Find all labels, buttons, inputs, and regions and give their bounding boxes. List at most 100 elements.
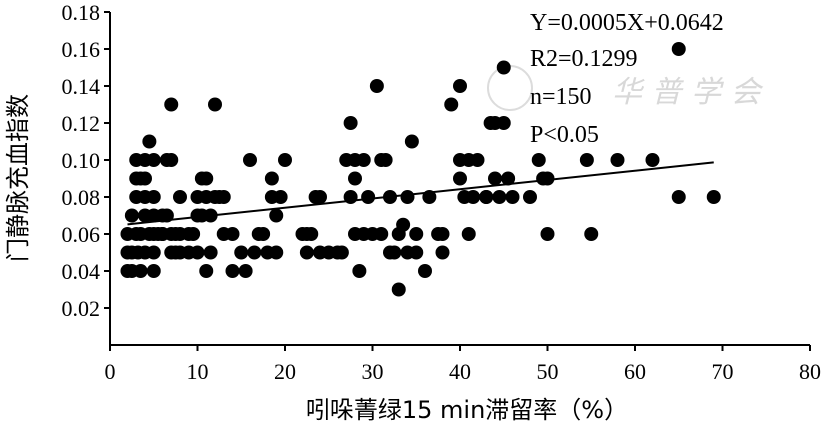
x-axis-title: 吲哚菁绿15 min滞留率（%）	[306, 396, 628, 424]
data-point	[348, 171, 362, 186]
data-point	[409, 245, 424, 260]
data-point	[199, 264, 214, 278]
data-point	[129, 171, 144, 186]
data-point	[247, 245, 262, 260]
data-point	[645, 153, 660, 167]
data-point	[671, 42, 686, 56]
data-point	[488, 171, 502, 186]
data-point	[203, 245, 218, 260]
y-tick-label: 0.08	[62, 185, 101, 210]
data-point	[352, 264, 367, 278]
y-tick-label: 0.16	[62, 37, 101, 62]
y-axis-title: 门静脉充血指数	[4, 94, 32, 262]
y-tick-label: 0.18	[62, 0, 101, 25]
x-tick-label: 40	[449, 359, 471, 384]
data-point	[531, 153, 546, 167]
data-point	[461, 153, 476, 167]
watermark-seal	[487, 65, 533, 111]
data-point	[496, 60, 511, 75]
y-tick-label: 0.12	[62, 111, 101, 136]
data-point	[278, 153, 292, 167]
data-point	[387, 245, 402, 260]
data-point	[409, 227, 424, 241]
x-tick-label: 10	[187, 359, 209, 384]
data-point	[256, 227, 271, 241]
data-point	[418, 264, 432, 278]
data-point	[343, 190, 358, 204]
x-tick-label: 50	[537, 359, 559, 384]
data-point	[164, 153, 179, 167]
data-point	[269, 245, 284, 260]
r-squared-text: R2=0.1299	[530, 46, 638, 72]
data-point	[435, 227, 450, 241]
data-point	[540, 227, 555, 241]
data-point	[369, 79, 384, 93]
x-axis-ticks: 0 10 20 30 40 50 60 70 80	[105, 345, 821, 384]
data-point	[138, 153, 152, 167]
data-point	[610, 153, 625, 167]
data-point	[579, 153, 594, 167]
x-tick-label: 70	[712, 359, 734, 384]
data-point	[396, 217, 411, 232]
watermark-text: 华 普 学 会	[612, 75, 764, 110]
data-point	[273, 190, 288, 204]
data-point	[466, 190, 481, 204]
data-point	[461, 227, 476, 241]
data-point	[584, 227, 599, 241]
data-point	[142, 134, 157, 149]
data-point	[492, 190, 507, 204]
data-point	[124, 245, 139, 260]
data-point	[313, 190, 327, 204]
data-point	[238, 264, 253, 278]
data-point	[383, 190, 397, 204]
p-value-text: P<0.05	[530, 122, 599, 148]
data-point	[269, 208, 284, 223]
data-point	[391, 282, 406, 297]
data-point	[404, 134, 419, 149]
data-point	[146, 245, 161, 260]
data-point	[453, 171, 467, 186]
x-tick-label: 20	[274, 359, 296, 384]
data-point	[400, 190, 415, 204]
data-point	[501, 171, 516, 186]
data-point	[208, 97, 222, 112]
regression-line	[127, 161, 714, 226]
data-points	[120, 42, 721, 297]
data-point	[199, 171, 214, 186]
data-point	[422, 190, 437, 204]
data-point	[304, 227, 319, 241]
data-point	[159, 208, 174, 223]
data-point	[496, 116, 511, 130]
data-point	[706, 190, 721, 204]
data-point	[361, 190, 376, 204]
y-tick-label: 0.02	[62, 296, 101, 321]
data-point	[146, 190, 161, 204]
data-point	[330, 245, 345, 260]
data-point	[212, 190, 227, 204]
data-point	[374, 227, 389, 241]
data-point	[155, 227, 170, 241]
data-point	[356, 227, 371, 241]
data-point	[173, 190, 187, 204]
data-point	[671, 190, 686, 204]
data-point	[203, 208, 218, 223]
data-point	[378, 153, 393, 167]
x-tick-label: 0	[105, 359, 116, 384]
data-point	[453, 79, 467, 93]
data-point	[190, 245, 205, 260]
data-point	[234, 245, 249, 260]
x-tick-label: 80	[799, 359, 821, 384]
data-point	[479, 190, 494, 204]
x-tick-label: 30	[362, 359, 384, 384]
data-point	[444, 97, 459, 112]
data-point	[356, 153, 371, 167]
data-point	[133, 264, 148, 278]
data-point	[343, 116, 358, 130]
data-point	[435, 245, 450, 260]
y-tick-label: 0.06	[62, 222, 101, 247]
data-point	[264, 171, 279, 186]
data-point	[505, 190, 520, 204]
equation-text: Y=0.0005X+0.0642	[530, 10, 724, 36]
data-point	[181, 227, 196, 241]
